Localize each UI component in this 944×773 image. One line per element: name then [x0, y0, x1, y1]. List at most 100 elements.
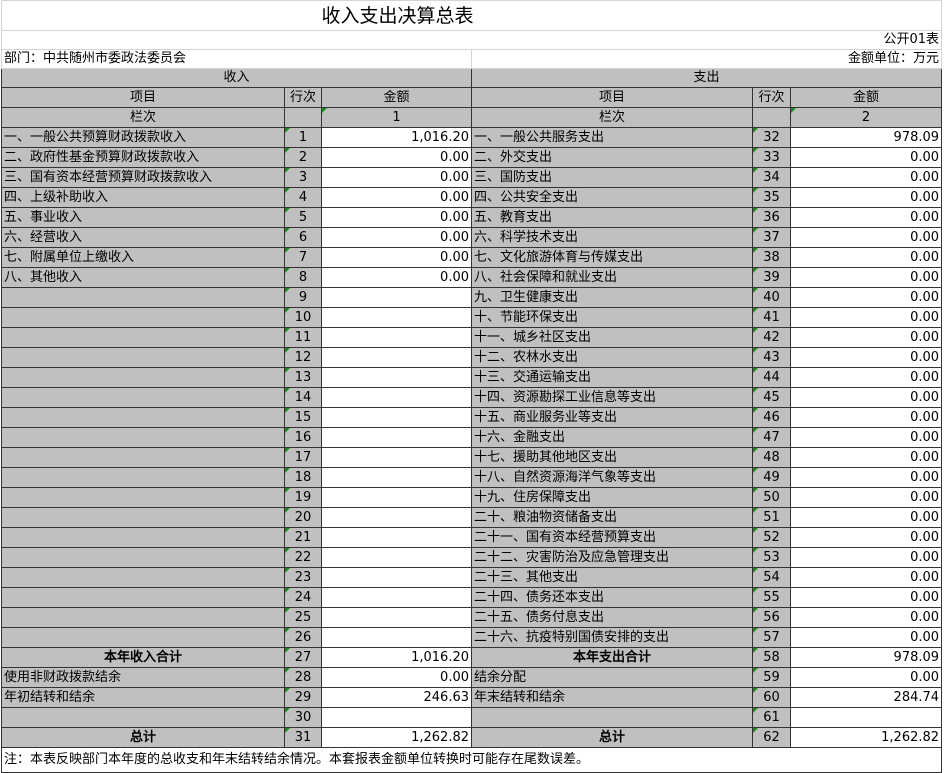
- income-amount[interactable]: 0.00: [321, 267, 472, 288]
- expense-item[interactable]: 十一、城乡社区支出: [471, 327, 753, 348]
- expense-line[interactable]: 41: [752, 307, 791, 328]
- expense-line[interactable]: 32: [752, 127, 791, 148]
- income-amount[interactable]: [321, 287, 472, 308]
- income-line[interactable]: 5: [284, 207, 322, 228]
- expense-line[interactable]: 47: [752, 427, 791, 448]
- income-amount[interactable]: 0.00: [321, 667, 472, 688]
- expense-line[interactable]: 53: [752, 547, 791, 568]
- expense-item[interactable]: 二十一、国有资本经营预算支出: [471, 527, 753, 548]
- income-item[interactable]: 使用非财政拨款结余: [1, 667, 285, 688]
- income-item[interactable]: [1, 447, 285, 468]
- income-line[interactable]: 21: [284, 527, 322, 548]
- expense-item[interactable]: 十六、金融支出: [471, 427, 753, 448]
- income-amount[interactable]: 0.00: [321, 227, 472, 248]
- income-line[interactable]: 12: [284, 347, 322, 368]
- expense-item[interactable]: 四、公共安全支出: [471, 187, 753, 208]
- expense-item[interactable]: 二、外交支出: [471, 147, 753, 168]
- income-line[interactable]: 16: [284, 427, 322, 448]
- income-amount[interactable]: [321, 367, 472, 388]
- income-amount[interactable]: [321, 587, 472, 608]
- expense-amount[interactable]: [789, 707, 943, 728]
- income-line[interactable]: 13: [284, 367, 322, 388]
- expense-amount[interactable]: 1,262.82: [789, 727, 943, 748]
- expense-line[interactable]: 58: [752, 647, 791, 668]
- income-amount[interactable]: [321, 427, 472, 448]
- income-item[interactable]: [1, 427, 285, 448]
- expense-line[interactable]: 44: [752, 367, 791, 388]
- income-item[interactable]: [1, 547, 285, 568]
- income-line[interactable]: 10: [284, 307, 322, 328]
- income-amount[interactable]: 1,262.82: [321, 727, 472, 748]
- expense-line[interactable]: 43: [752, 347, 791, 368]
- income-item[interactable]: 四、上级补助收入: [1, 187, 285, 208]
- income-item[interactable]: [1, 387, 285, 408]
- income-amount[interactable]: [321, 327, 472, 348]
- expense-line[interactable]: 57: [752, 627, 791, 648]
- income-line[interactable]: 3: [284, 167, 322, 188]
- expense-amount[interactable]: 0.00: [789, 587, 943, 608]
- income-item[interactable]: 总计: [1, 727, 285, 748]
- income-line[interactable]: 30: [284, 707, 322, 728]
- income-line[interactable]: 9: [284, 287, 322, 308]
- expense-line[interactable]: 48: [752, 447, 791, 468]
- expense-item[interactable]: 五、教育支出: [471, 207, 753, 228]
- expense-amount[interactable]: 0.00: [789, 227, 943, 248]
- expense-item[interactable]: 六、科学技术支出: [471, 227, 753, 248]
- income-item[interactable]: [1, 327, 285, 348]
- expense-amount[interactable]: 0.00: [789, 467, 943, 488]
- income-item[interactable]: [1, 307, 285, 328]
- income-line[interactable]: 23: [284, 567, 322, 588]
- expense-item[interactable]: 十二、农林水支出: [471, 347, 753, 368]
- expense-amount[interactable]: 0.00: [789, 507, 943, 528]
- expense-item[interactable]: 十七、援助其他地区支出: [471, 447, 753, 468]
- expense-amount[interactable]: 0.00: [789, 607, 943, 628]
- expense-line[interactable]: 49: [752, 467, 791, 488]
- income-item[interactable]: [1, 567, 285, 588]
- income-amount[interactable]: [321, 567, 472, 588]
- expense-line[interactable]: 56: [752, 607, 791, 628]
- expense-amount[interactable]: 0.00: [789, 447, 943, 468]
- income-amount[interactable]: 1,016.20: [321, 647, 472, 668]
- expense-amount[interactable]: 0.00: [789, 347, 943, 368]
- income-line[interactable]: 25: [284, 607, 322, 628]
- income-line[interactable]: 17: [284, 447, 322, 468]
- expense-amount[interactable]: 0.00: [789, 527, 943, 548]
- expense-amount[interactable]: 0.00: [789, 327, 943, 348]
- income-amount[interactable]: 0.00: [321, 207, 472, 228]
- income-amount[interactable]: 0.00: [321, 167, 472, 188]
- expense-item[interactable]: 十八、自然资源海洋气象等支出: [471, 467, 753, 488]
- expense-item[interactable]: 八、社会保障和就业支出: [471, 267, 753, 288]
- income-amount[interactable]: [321, 387, 472, 408]
- income-line[interactable]: 7: [284, 247, 322, 268]
- income-amount[interactable]: 0.00: [321, 247, 472, 268]
- expense-line[interactable]: 36: [752, 207, 791, 228]
- income-item[interactable]: [1, 367, 285, 388]
- income-line[interactable]: 4: [284, 187, 322, 208]
- income-amount[interactable]: [321, 547, 472, 568]
- expense-amount[interactable]: 0.00: [789, 667, 943, 688]
- income-line[interactable]: 1: [284, 127, 322, 148]
- income-amount[interactable]: [321, 407, 472, 428]
- income-item[interactable]: [1, 407, 285, 428]
- expense-line[interactable]: 50: [752, 487, 791, 508]
- expense-amount[interactable]: 0.00: [789, 287, 943, 308]
- income-line[interactable]: 22: [284, 547, 322, 568]
- expense-line[interactable]: 59: [752, 667, 791, 688]
- income-amount[interactable]: [321, 467, 472, 488]
- expense-amount[interactable]: 0.00: [789, 367, 943, 388]
- expense-item[interactable]: 二十五、债务付息支出: [471, 607, 753, 628]
- income-line[interactable]: 28: [284, 667, 322, 688]
- income-item[interactable]: [1, 507, 285, 528]
- income-item[interactable]: 一、一般公共预算财政拨款收入: [1, 127, 285, 148]
- expense-amount[interactable]: 0.00: [789, 427, 943, 448]
- income-amount[interactable]: [321, 627, 472, 648]
- income-amount[interactable]: [321, 507, 472, 528]
- income-line[interactable]: 24: [284, 587, 322, 608]
- expense-amount[interactable]: 0.00: [789, 207, 943, 228]
- income-item[interactable]: 二、政府性基金预算财政拨款收入: [1, 147, 285, 168]
- expense-amount[interactable]: 0.00: [789, 267, 943, 288]
- income-item[interactable]: [1, 467, 285, 488]
- expense-item[interactable]: 十九、住房保障支出: [471, 487, 753, 508]
- income-amount[interactable]: 0.00: [321, 187, 472, 208]
- income-amount[interactable]: [321, 307, 472, 328]
